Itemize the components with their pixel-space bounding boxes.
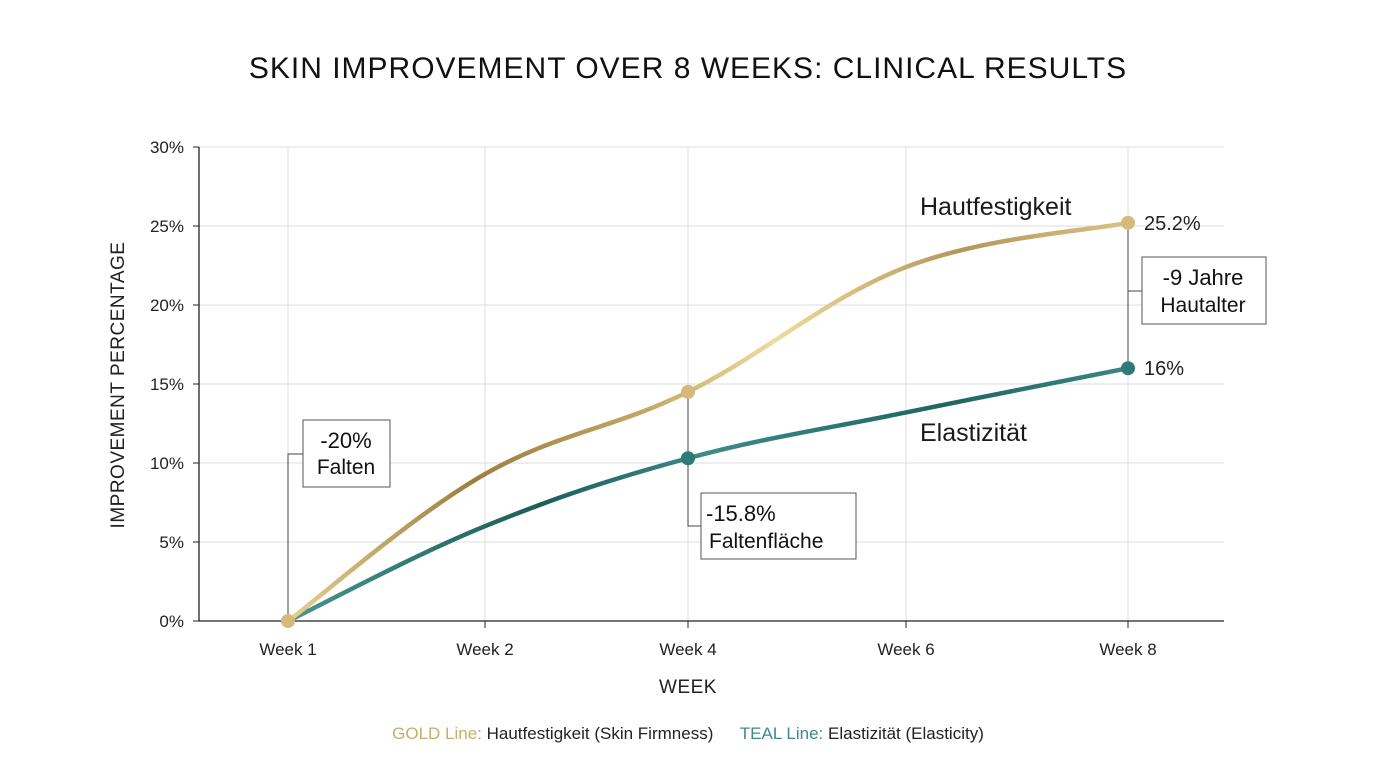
data-point-hautfestigkeit bbox=[281, 614, 295, 628]
annotation-hautalter: -9 Jahre Hautalter bbox=[1141, 256, 1267, 325]
annotation-falten-label: Falten bbox=[317, 456, 375, 479]
x-tick-label: Week 4 bbox=[659, 640, 716, 659]
x-tick-label: Week 1 bbox=[259, 640, 316, 659]
y-tick-label: 5% bbox=[159, 533, 184, 552]
legend-teal-key: TEAL Line: bbox=[740, 724, 823, 743]
y-tick-labels: 0% 5% 10% 15% 20% 25% 30% bbox=[150, 138, 184, 631]
y-tick-label: 20% bbox=[150, 296, 184, 315]
x-axis-label: WEEK bbox=[659, 677, 717, 698]
chart-title: SKIN IMPROVEMENT OVER 8 WEEKS: CLINICAL … bbox=[249, 52, 1127, 85]
annotation-falten: -20% Falten bbox=[302, 419, 391, 488]
data-point-hautfestigkeit bbox=[1121, 215, 1135, 230]
end-label-elastizitaet: 16% bbox=[1144, 358, 1184, 380]
legend-teal-text: Elastizität (Elasticity) bbox=[828, 724, 984, 743]
y-tick-label: 30% bbox=[150, 138, 184, 157]
data-point-elastizitaet bbox=[681, 451, 695, 466]
legend-gold-key: GOLD Line: bbox=[392, 724, 482, 743]
legend-gold-text: Hautfestigkeit (Skin Firmness) bbox=[487, 724, 714, 743]
annotation-faltenflaeche-label: Faltenfläche bbox=[709, 530, 823, 553]
annotation-faltenflaeche-value: -15.8% bbox=[706, 501, 776, 526]
annotation-hautalter-value: -9 Jahre bbox=[1163, 265, 1244, 290]
annotation-hautalter-label: Hautalter bbox=[1160, 294, 1245, 317]
annotation-falten-value: -20% bbox=[320, 428, 371, 453]
x-tick-label: Week 8 bbox=[1099, 640, 1156, 659]
data-point-elastizitaet bbox=[1121, 361, 1135, 376]
y-tick-label: 15% bbox=[150, 375, 184, 394]
y-axis-label: IMPROVEMENT PERCENTAGE bbox=[108, 242, 129, 529]
annotation-faltenflaeche: -15.8% Faltenfläche bbox=[700, 492, 857, 560]
connector-faltenflaeche bbox=[687, 391, 701, 527]
y-tick-label: 25% bbox=[150, 217, 184, 236]
axes bbox=[193, 146, 1224, 628]
series-label-hautfestigkeit: Hautfestigkeit bbox=[920, 193, 1072, 221]
x-tick-label: Week 2 bbox=[456, 640, 513, 659]
series-points bbox=[281, 215, 1135, 628]
annotation-connectors bbox=[287, 222, 1142, 621]
legend: GOLD Line: Hautfestigkeit (Skin Firmness… bbox=[392, 724, 984, 743]
x-tick-labels: Week 1 Week 2 Week 4 Week 6 Week 8 bbox=[259, 640, 1156, 659]
connector-falten bbox=[287, 453, 303, 621]
series-label-elastizitaet: Elastizität bbox=[920, 419, 1027, 447]
data-point-hautfestigkeit bbox=[681, 384, 695, 399]
x-tick-label: Week 6 bbox=[877, 640, 934, 659]
y-tick-label: 0% bbox=[159, 612, 184, 631]
end-label-hautfestigkeit: 25.2% bbox=[1144, 213, 1201, 235]
y-tick-label: 10% bbox=[150, 454, 184, 473]
